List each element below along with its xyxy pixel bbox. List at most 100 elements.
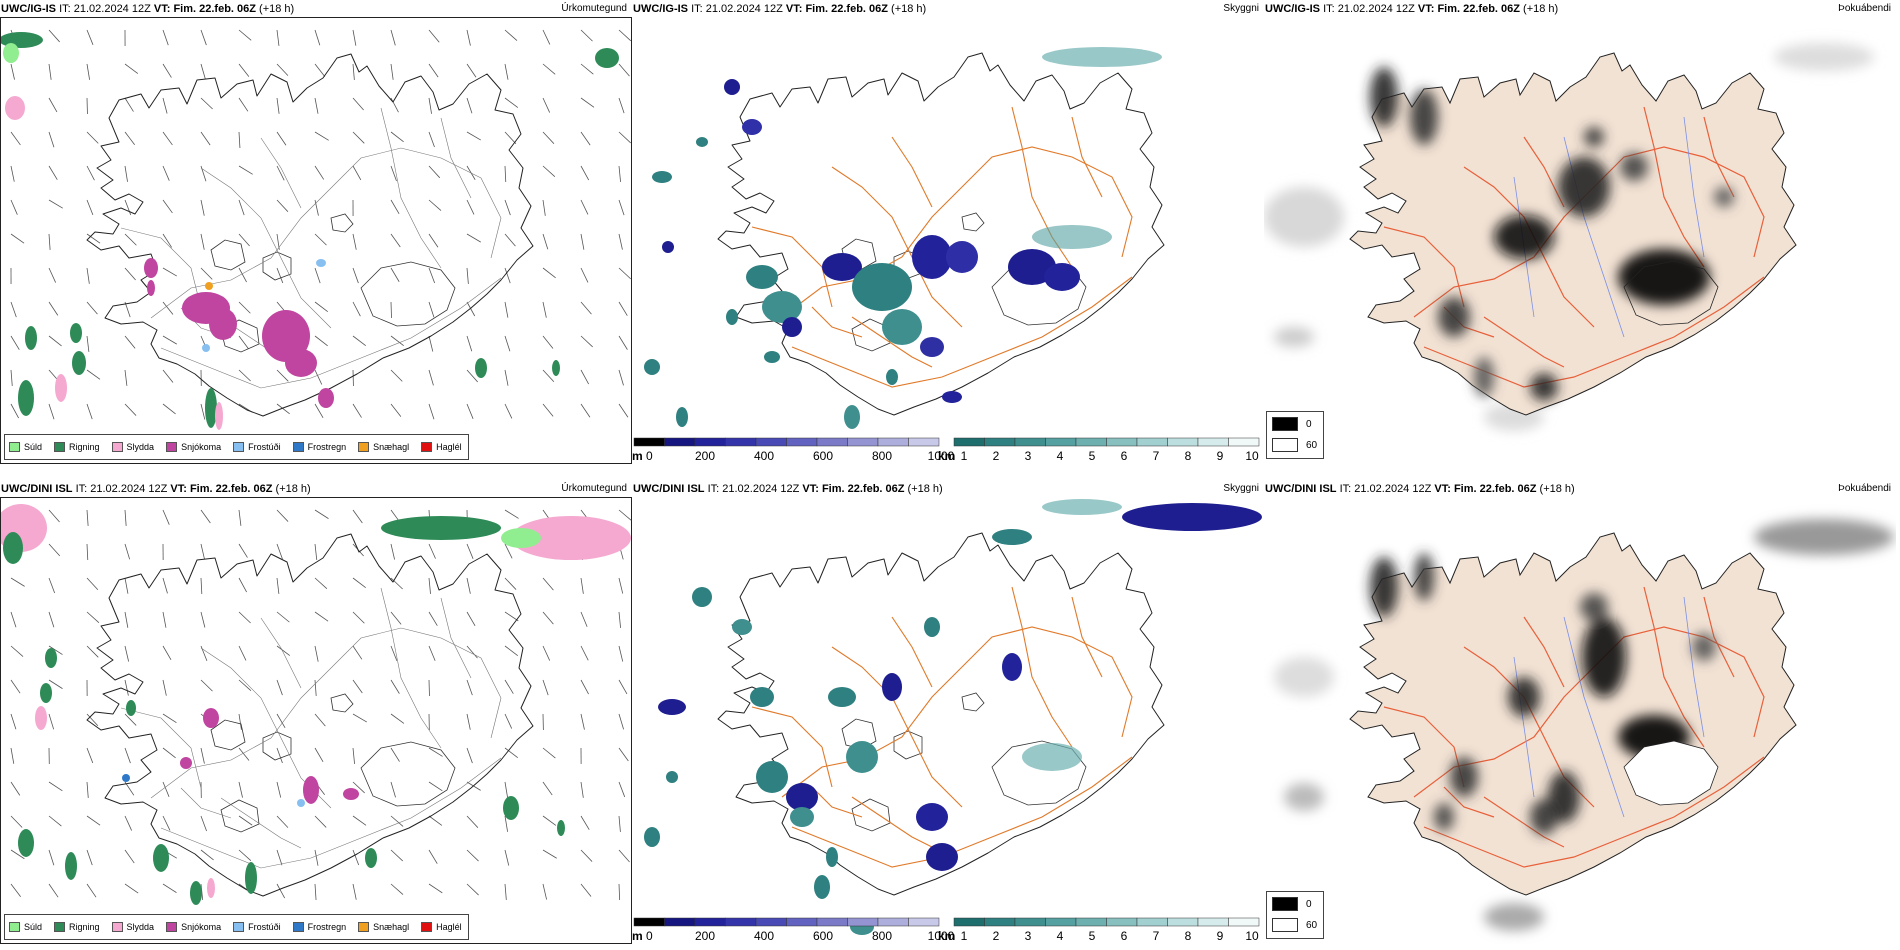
valid-time-label: VT: xyxy=(153,3,171,15)
precip-area xyxy=(475,358,487,378)
visibility-area xyxy=(726,309,738,325)
legend-item: Frostregn xyxy=(292,922,346,932)
visibility-panel-ig: UWC/IG-IS IT: 21.02.2024 12Z VT: Fim. 22… xyxy=(632,0,1264,470)
road-line xyxy=(851,796,933,848)
vis-tick-m: 600 xyxy=(813,449,833,463)
road-line xyxy=(380,587,442,749)
map-frame: 0 60 xyxy=(1264,17,1896,464)
vis-scale-km-swatch xyxy=(1167,917,1199,927)
model-label: UWC/IG-IS xyxy=(633,3,688,15)
vis-tick-km: 3 xyxy=(1025,449,1032,463)
vis-tick-m: 800 xyxy=(872,449,892,463)
vis-unit-m: m xyxy=(632,929,643,943)
map-frame: 0 60 xyxy=(1264,497,1896,944)
vis-tick-m: 200 xyxy=(695,929,715,943)
legend-swatch xyxy=(358,922,370,932)
legend-label: Snjókoma xyxy=(181,922,222,932)
vis-scale-km-swatch xyxy=(984,437,1016,447)
valid-time-value: Fim. 22.feb. 06Z xyxy=(1453,483,1537,495)
legend-label: Slydda xyxy=(126,442,155,452)
road-line xyxy=(1643,106,1705,268)
visibility-area xyxy=(790,807,814,827)
road-line xyxy=(831,166,963,328)
road-line xyxy=(1483,316,1565,368)
fog-legend-swatch xyxy=(1272,417,1298,431)
road-line xyxy=(1413,146,1765,318)
precip-area xyxy=(381,516,501,540)
road-line xyxy=(851,316,933,368)
precip-area xyxy=(343,788,359,800)
precip-area xyxy=(3,43,19,63)
precip-type-panel-dini: UWC/DINI ISL IT: 21.02.2024 12Z VT: Fim.… xyxy=(0,480,632,950)
lead-time: (+18 h) xyxy=(259,3,295,15)
road-line xyxy=(120,707,202,789)
road-line xyxy=(150,627,502,799)
precip-area xyxy=(215,402,223,430)
road-line xyxy=(891,136,933,208)
vis-scale-m-swatch xyxy=(755,437,787,447)
vis-scale-m-swatch xyxy=(786,437,818,447)
visibility-area xyxy=(942,391,962,403)
issue-time-label: IT: xyxy=(707,483,720,495)
road-line xyxy=(791,756,1133,868)
road-line xyxy=(1383,226,1465,308)
fog-legend-item: 0 xyxy=(1272,417,1312,431)
legend-item: Súld xyxy=(9,922,42,932)
road-line xyxy=(160,757,502,869)
road-line xyxy=(220,797,302,849)
precip-type-legend: Súld Rigning Slydda Snjókoma Frostúði Frostre… xyxy=(4,914,469,940)
precip-area xyxy=(35,706,47,730)
vis-scale-m-swatch xyxy=(847,917,879,927)
map-canvas xyxy=(644,47,1165,429)
visibility-area xyxy=(724,79,740,95)
vis-scale-km-swatch xyxy=(1045,917,1077,927)
lead-time: (+18 h) xyxy=(907,483,943,495)
issue-time-label: IT: xyxy=(1323,3,1335,15)
precip-area xyxy=(153,844,169,872)
fog-index-panel-dini: UWC/DINI ISL IT: 21.02.2024 12Z VT: Fim.… xyxy=(1264,480,1896,950)
glacier-outline xyxy=(841,718,877,750)
fog-haze xyxy=(1264,43,1874,431)
map-canvas xyxy=(1274,519,1894,931)
visibility-area xyxy=(826,847,838,867)
fog-index-legend: 0 60 xyxy=(1266,411,1324,459)
vis-scale-km-swatch xyxy=(1136,917,1168,927)
precip-area xyxy=(318,388,334,408)
vis-scale-km-swatch xyxy=(953,917,985,927)
wind-barbs xyxy=(10,29,632,420)
visibility-area xyxy=(644,359,660,375)
vis-tick-km: 2 xyxy=(993,929,1000,943)
precip-area xyxy=(203,708,219,728)
legend-item: Snjókoma xyxy=(166,442,221,452)
fog-legend-label: 60 xyxy=(1306,919,1318,931)
map-frame: m 0 200 400 600 800 1000 km 1 2 3 4 5 6 7 8 9 10 xyxy=(632,17,1264,464)
precip-area xyxy=(147,280,155,296)
glacier-outline xyxy=(961,692,985,712)
legend-swatch xyxy=(166,922,178,932)
vis-scale-km-swatch xyxy=(1075,917,1107,927)
map-canvas xyxy=(644,499,1262,935)
vis-tick-km: 3 xyxy=(1025,929,1032,943)
panel-header: UWC/DINI ISL IT: 21.02.2024 12Z VT: Fim.… xyxy=(1265,483,1895,497)
glacier-outline xyxy=(1623,740,1719,806)
fog-index-area xyxy=(1370,553,1716,835)
fog-index-area xyxy=(1370,67,1734,401)
vis-tick-m: 400 xyxy=(754,929,774,943)
legend-item: Frostúði xyxy=(233,922,281,932)
visibility-area xyxy=(822,253,862,281)
fog-index-legend: 0 60 xyxy=(1266,891,1324,939)
legend-label: Frostúði xyxy=(248,442,281,452)
precip-area xyxy=(126,700,136,716)
visibility-area xyxy=(1022,743,1082,771)
visibility-area xyxy=(886,369,898,385)
visibility-area xyxy=(924,617,940,637)
precip-area xyxy=(55,374,67,402)
legend-label: Haglél xyxy=(436,922,462,932)
visibility-area xyxy=(828,687,856,707)
valid-time-label: VT: xyxy=(170,483,187,495)
map-frame: Súld Rigning Slydda Snjókoma Frostúði Frostre… xyxy=(0,17,632,464)
road-line xyxy=(891,616,933,688)
vis-tick-m: 600 xyxy=(813,929,833,943)
visibility-area xyxy=(756,761,788,793)
issue-time-value: 21.02.2024 12Z xyxy=(1337,3,1415,15)
